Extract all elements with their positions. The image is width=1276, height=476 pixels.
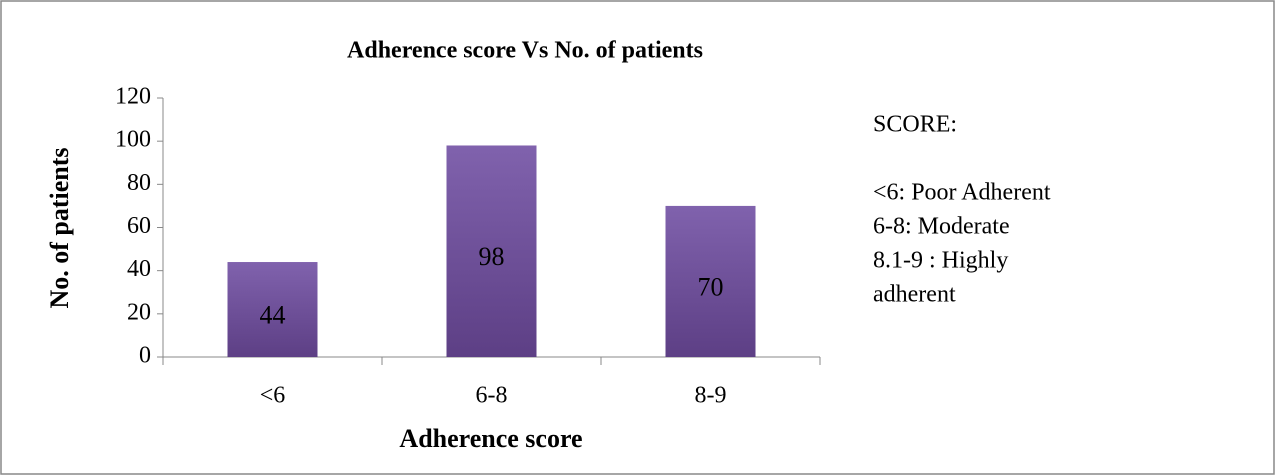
x-axis-label: Adherence score (399, 424, 582, 453)
data-label: 98 (479, 242, 505, 271)
bar (665, 205, 756, 357)
bar (446, 145, 537, 357)
annotation-line: 6-8: Moderate (873, 214, 1010, 240)
annotation-line: <6: Poor Adherent (873, 180, 1051, 206)
annotation-line: adherent (873, 282, 956, 308)
y-tick-label: 40 (127, 256, 151, 282)
data-label: 44 (260, 300, 286, 329)
bar (227, 262, 318, 357)
chart-title: Adherence score Vs No. of patients (347, 38, 703, 64)
y-axis-label: No. of patients (45, 147, 74, 308)
x-tick-label: <6 (260, 383, 286, 409)
annotation-line: SCORE: (873, 112, 957, 138)
y-tick-label: 80 (127, 170, 151, 196)
y-tick-label: 60 (127, 213, 151, 239)
y-tick-label: 0 (139, 343, 151, 369)
x-tick-label: 8-9 (695, 383, 727, 409)
x-tick-label: 6-8 (476, 383, 508, 409)
data-label: 70 (698, 272, 724, 301)
annotation-line: 8.1-9 : Highly (873, 248, 1008, 274)
y-tick-label: 100 (115, 127, 151, 153)
y-tick-label: 120 (115, 84, 151, 110)
y-tick-label: 20 (127, 299, 151, 325)
